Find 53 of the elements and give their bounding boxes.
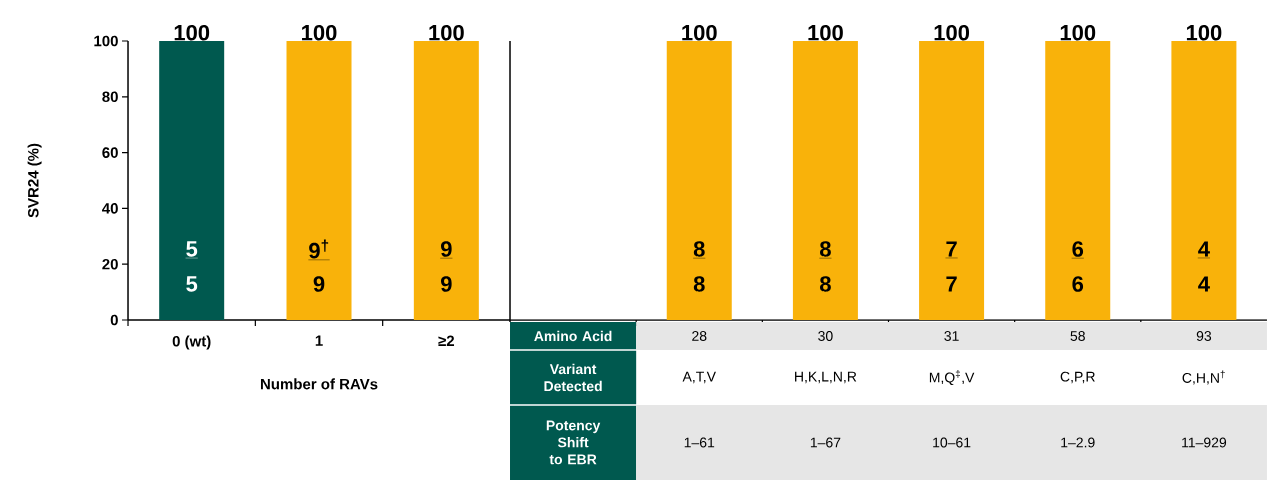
text: 10–61: [933, 437, 971, 448]
annotation: 8: [820, 276, 831, 292]
y-tick-label: 60: [102, 147, 118, 158]
x-tick-label: 31: [944, 331, 959, 341]
annotation: 4: [1198, 276, 1210, 292]
x-axis-title: Amino Acid: [534, 330, 612, 342]
text: 1–61: [684, 437, 715, 448]
annotation: 7: [946, 276, 957, 292]
y-axis-title: SVR24 (%): [27, 143, 42, 218]
x-tick-label: 1: [315, 335, 323, 346]
annotation: 9: [313, 276, 325, 292]
x-tick-label: 28: [692, 331, 707, 341]
annotation: 8: [693, 276, 705, 292]
annotation: 9$^{†}$: [309, 239, 329, 259]
y-tick-label: 100: [94, 35, 118, 47]
y-tick-label: 80: [102, 91, 118, 103]
annotation: 9: [440, 276, 452, 292]
text: 1–2.9: [1061, 437, 1095, 448]
text: M,Q$^{‡}$,V: [929, 370, 975, 385]
data-label: 100: [934, 24, 970, 41]
x-tick-label: ≥2: [438, 335, 455, 346]
y-tick-label: 40: [102, 203, 118, 214]
text: C,P,R: [1060, 371, 1095, 384]
text: H,K,L,N,R: [795, 371, 857, 384]
annotation: 6: [1072, 276, 1084, 292]
annotation: 7: [946, 241, 957, 257]
x-tick-label: 30: [818, 331, 833, 341]
text: 11–929: [1182, 437, 1227, 448]
annotation: 5: [186, 276, 198, 292]
text: 1–67: [810, 437, 841, 448]
annotation: 8: [820, 241, 831, 257]
data-label: 100: [429, 24, 464, 41]
x-tick-label: 58: [1070, 331, 1085, 341]
annotation: 9: [440, 241, 452, 257]
annotation: 5: [186, 241, 198, 257]
data-label: 100: [1060, 24, 1096, 41]
data-label: 100: [682, 24, 717, 41]
text: A,T,V: [682, 371, 716, 384]
text: Variant Detected: [544, 363, 602, 392]
annotation: 8: [693, 241, 705, 257]
x-tick-label: 0 (wt): [172, 335, 211, 350]
y-tick-label: 0: [110, 314, 118, 326]
data-label: 100: [302, 24, 337, 41]
data-label: 100: [808, 24, 843, 41]
text: Potency Shift to EBR: [546, 420, 601, 465]
x-axis-title: Number of RAVs: [260, 378, 378, 390]
data-label: 100: [1186, 24, 1222, 41]
y-tick-label: 20: [102, 258, 118, 270]
x-tick-label: 93: [1196, 331, 1212, 341]
annotation: 6: [1072, 241, 1084, 257]
data-label: 100: [174, 24, 210, 41]
annotation: 4: [1198, 241, 1210, 257]
text: C,H,N$^{†}$: [1182, 370, 1225, 385]
